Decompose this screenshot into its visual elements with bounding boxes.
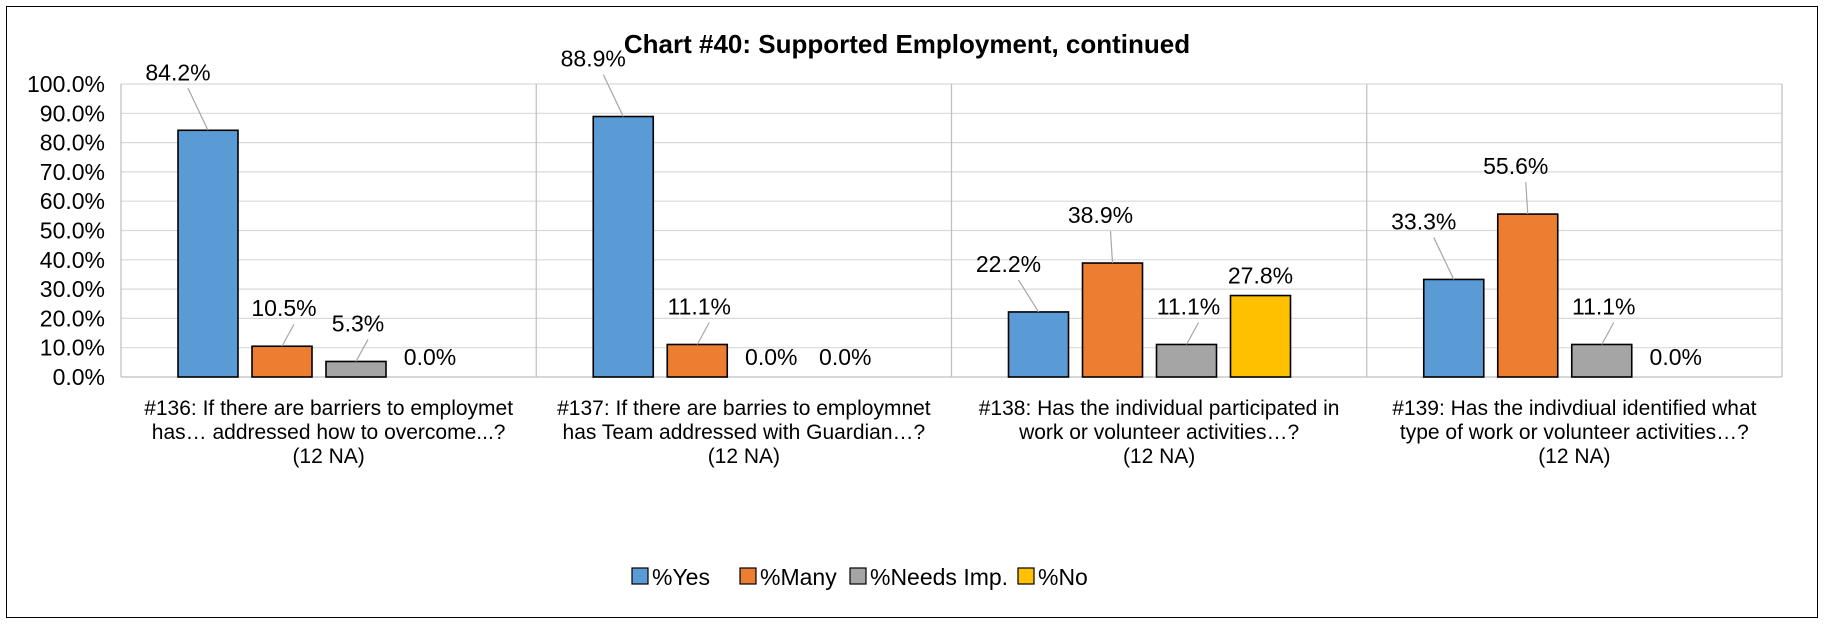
y-tick-label: 10.0% (40, 335, 105, 361)
bar (1081, 262, 1144, 378)
y-tick-label: 80.0% (40, 130, 105, 156)
y-tick-label: 30.0% (40, 276, 105, 302)
legend-label: %Many (760, 564, 837, 590)
legend-swatch (1017, 567, 1035, 585)
data-label: 10.5% (251, 295, 316, 321)
leader-line (1185, 322, 1200, 345)
legend-swatch (849, 567, 867, 585)
bar-layer (177, 115, 1633, 378)
bar (1229, 294, 1292, 378)
data-label: 0.0% (1650, 344, 1702, 370)
leader-line (1433, 237, 1455, 280)
data-label: 27.8% (1228, 263, 1293, 289)
leader-line (355, 339, 369, 362)
leader-line (1109, 230, 1114, 264)
legend-label: %No (1038, 564, 1088, 590)
category-label: (12 NA) (708, 445, 780, 468)
legend-swatch (631, 567, 649, 585)
leader-line (281, 323, 295, 347)
data-label: 11.1% (1572, 293, 1636, 319)
leader-line (696, 322, 710, 345)
data-label: 0.0% (745, 344, 797, 370)
data-label: 88.9% (561, 46, 626, 72)
category-label: has Team addressed with Guardian…? (563, 421, 926, 444)
data-label: 0.0% (404, 344, 456, 370)
data-label: 55.6% (1483, 153, 1548, 179)
y-tick-label: 0.0% (53, 364, 105, 390)
y-tick-label: 100.0% (27, 71, 105, 97)
chart-frame: Chart #40: Supported Employment, continu… (6, 6, 1818, 618)
data-label: 84.2% (145, 59, 210, 85)
leader-line (602, 74, 624, 117)
category-label: #137: If there are barries to employmnet (557, 397, 931, 420)
category-label: (12 NA) (1538, 445, 1610, 468)
category-label: type of work or volunteer activities…? (1400, 421, 1749, 444)
bar (325, 360, 387, 378)
bar (1570, 343, 1633, 378)
y-axis-ticks: 0.0% 10.0% 20.0% 30.0% 40.0% 50.0% 60.0% 70.0% 8… (27, 71, 105, 390)
category-label: #138: Has the individual participated in (979, 397, 1340, 420)
data-label: 38.9% (1068, 202, 1133, 228)
bar (592, 115, 655, 378)
y-tick-label: 60.0% (40, 188, 105, 214)
y-tick-label: 40.0% (40, 247, 105, 273)
y-tick-label: 50.0% (40, 218, 105, 244)
category-label: (12 NA) (1123, 445, 1195, 468)
leader-lines (187, 74, 1615, 362)
y-tick-label: 20.0% (40, 305, 105, 331)
chart-svg: Chart #40: Supported Employment, continu… (27, 29, 1783, 590)
legend-swatch (739, 567, 757, 585)
category-label: has… addressed how to overcome...? (152, 421, 506, 444)
category-label: (12 NA) (292, 445, 364, 468)
bar (251, 345, 313, 378)
bar (177, 129, 239, 378)
legend-label: %Yes (652, 564, 710, 590)
data-labels: 84.2% 10.5% 5.3% 0.0% 88.9% 11.1% 0.0% 0.0% 22.2… (145, 46, 1702, 370)
bar (1155, 343, 1218, 378)
leader-line (1525, 182, 1529, 215)
leader-line (187, 88, 209, 131)
bar (1422, 278, 1485, 378)
category-labels: #136: If there are barriers to employmet… (144, 397, 1756, 468)
bar (1007, 311, 1070, 378)
legend: %Yes %Many %Needs Imp. %No (631, 564, 1088, 590)
y-tick-label: 90.0% (40, 100, 105, 126)
data-label: 0.0% (819, 344, 871, 370)
category-label: #136: If there are barriers to employmet (144, 397, 513, 420)
data-label: 33.3% (1391, 208, 1456, 234)
bar (666, 343, 729, 378)
data-label: 11.1% (667, 293, 731, 319)
bar (1496, 213, 1559, 378)
data-label: 11.1% (1157, 293, 1221, 319)
y-tick-label: 70.0% (40, 159, 105, 185)
grid-layer (120, 83, 1783, 378)
chart-title: Chart #40: Supported Employment, continu… (624, 29, 1190, 59)
data-label: 5.3% (332, 310, 384, 336)
data-label: 22.2% (976, 251, 1041, 277)
legend-label: %Needs Imp. (870, 564, 1008, 590)
category-label: #139: Has the indivdiual identified what (1392, 397, 1756, 420)
leader-line (1017, 279, 1040, 313)
category-label: work or volunteer activities…? (1018, 421, 1299, 444)
leader-line (1601, 322, 1615, 345)
